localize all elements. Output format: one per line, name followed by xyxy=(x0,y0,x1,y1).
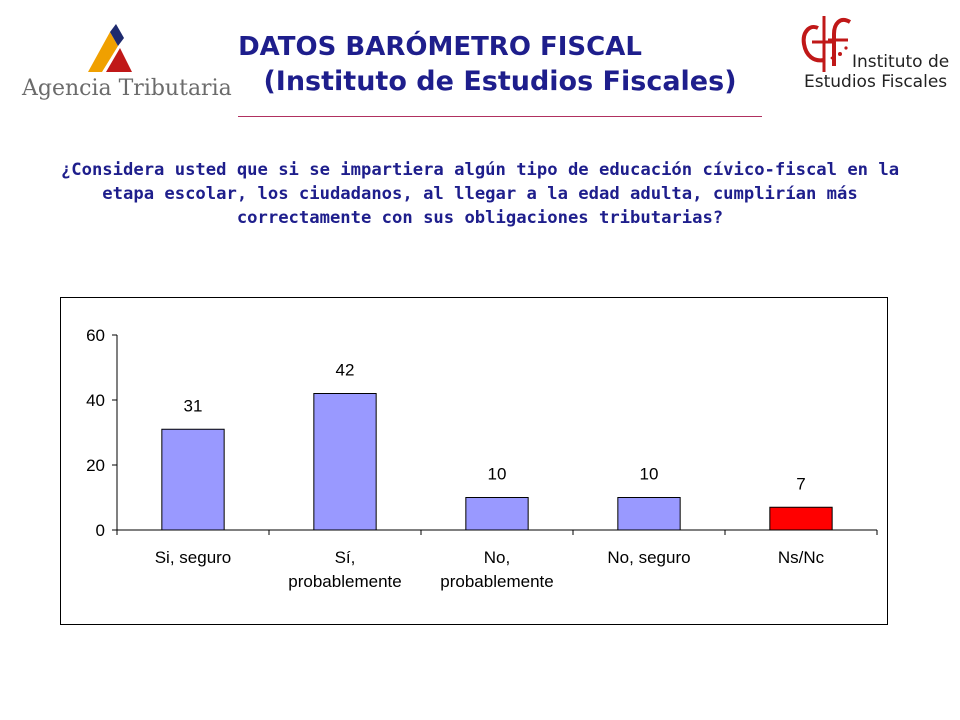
bar-value-label: 31 xyxy=(184,396,203,415)
ief-logo: Instituto de Estudios Fiscales xyxy=(798,14,949,104)
y-tick-label: 40 xyxy=(86,391,105,410)
survey-question: ¿Considera usted que si se impartiera al… xyxy=(60,160,900,228)
bar-value-label: 10 xyxy=(640,465,659,484)
ief-logo-name: Instituto de Estudios Fiscales xyxy=(804,52,949,92)
x-category-label: probablemente xyxy=(288,572,401,591)
agencia-tributaria-logo: Agencia Tributaria xyxy=(18,18,232,101)
bar-value-label: 7 xyxy=(796,474,805,493)
y-tick-label: 0 xyxy=(96,521,105,540)
title-divider xyxy=(238,116,762,117)
ief-logo-icon xyxy=(801,16,852,72)
x-category-label: Sí, xyxy=(335,548,356,567)
ief-logo-line1: Instituto de xyxy=(852,52,950,72)
ief-logo-line2: Estudios Fiscales xyxy=(804,72,948,92)
x-category-label: Si, seguro xyxy=(155,548,232,567)
bar xyxy=(769,506,833,531)
bar-chart-svg: 0 20 40 60 31 Si, seguro 42 Sí, probablemente 10 N… xyxy=(86,326,878,591)
y-tick-label: 60 xyxy=(86,326,105,345)
page-title-line2: (Instituto de Estudios Fiscales) xyxy=(263,66,737,97)
x-category-label: No, xyxy=(484,548,510,567)
bar-value-label: 10 xyxy=(488,465,507,484)
x-category-label: No, seguro xyxy=(607,548,690,567)
bar xyxy=(465,497,529,531)
bar xyxy=(617,497,681,531)
agencia-tributaria-logo-icon xyxy=(88,24,132,72)
page-title: DATOS BARÓMETRO FISCAL (Instituto de Est… xyxy=(238,32,760,97)
bar xyxy=(161,428,225,531)
x-category-label: Ns/Nc xyxy=(778,548,825,567)
agencia-tributaria-name: Agencia Tributaria xyxy=(22,76,232,101)
bar-chart: 0 20 40 60 31 Si, seguro 42 Sí, probablemente 10 N… xyxy=(60,297,888,625)
x-category-label: probablemente xyxy=(440,572,553,591)
y-tick-label: 20 xyxy=(86,456,105,475)
bar xyxy=(313,393,377,531)
bar-value-label: 42 xyxy=(336,361,355,380)
page-title-line1: DATOS BARÓMETRO FISCAL xyxy=(238,32,642,62)
